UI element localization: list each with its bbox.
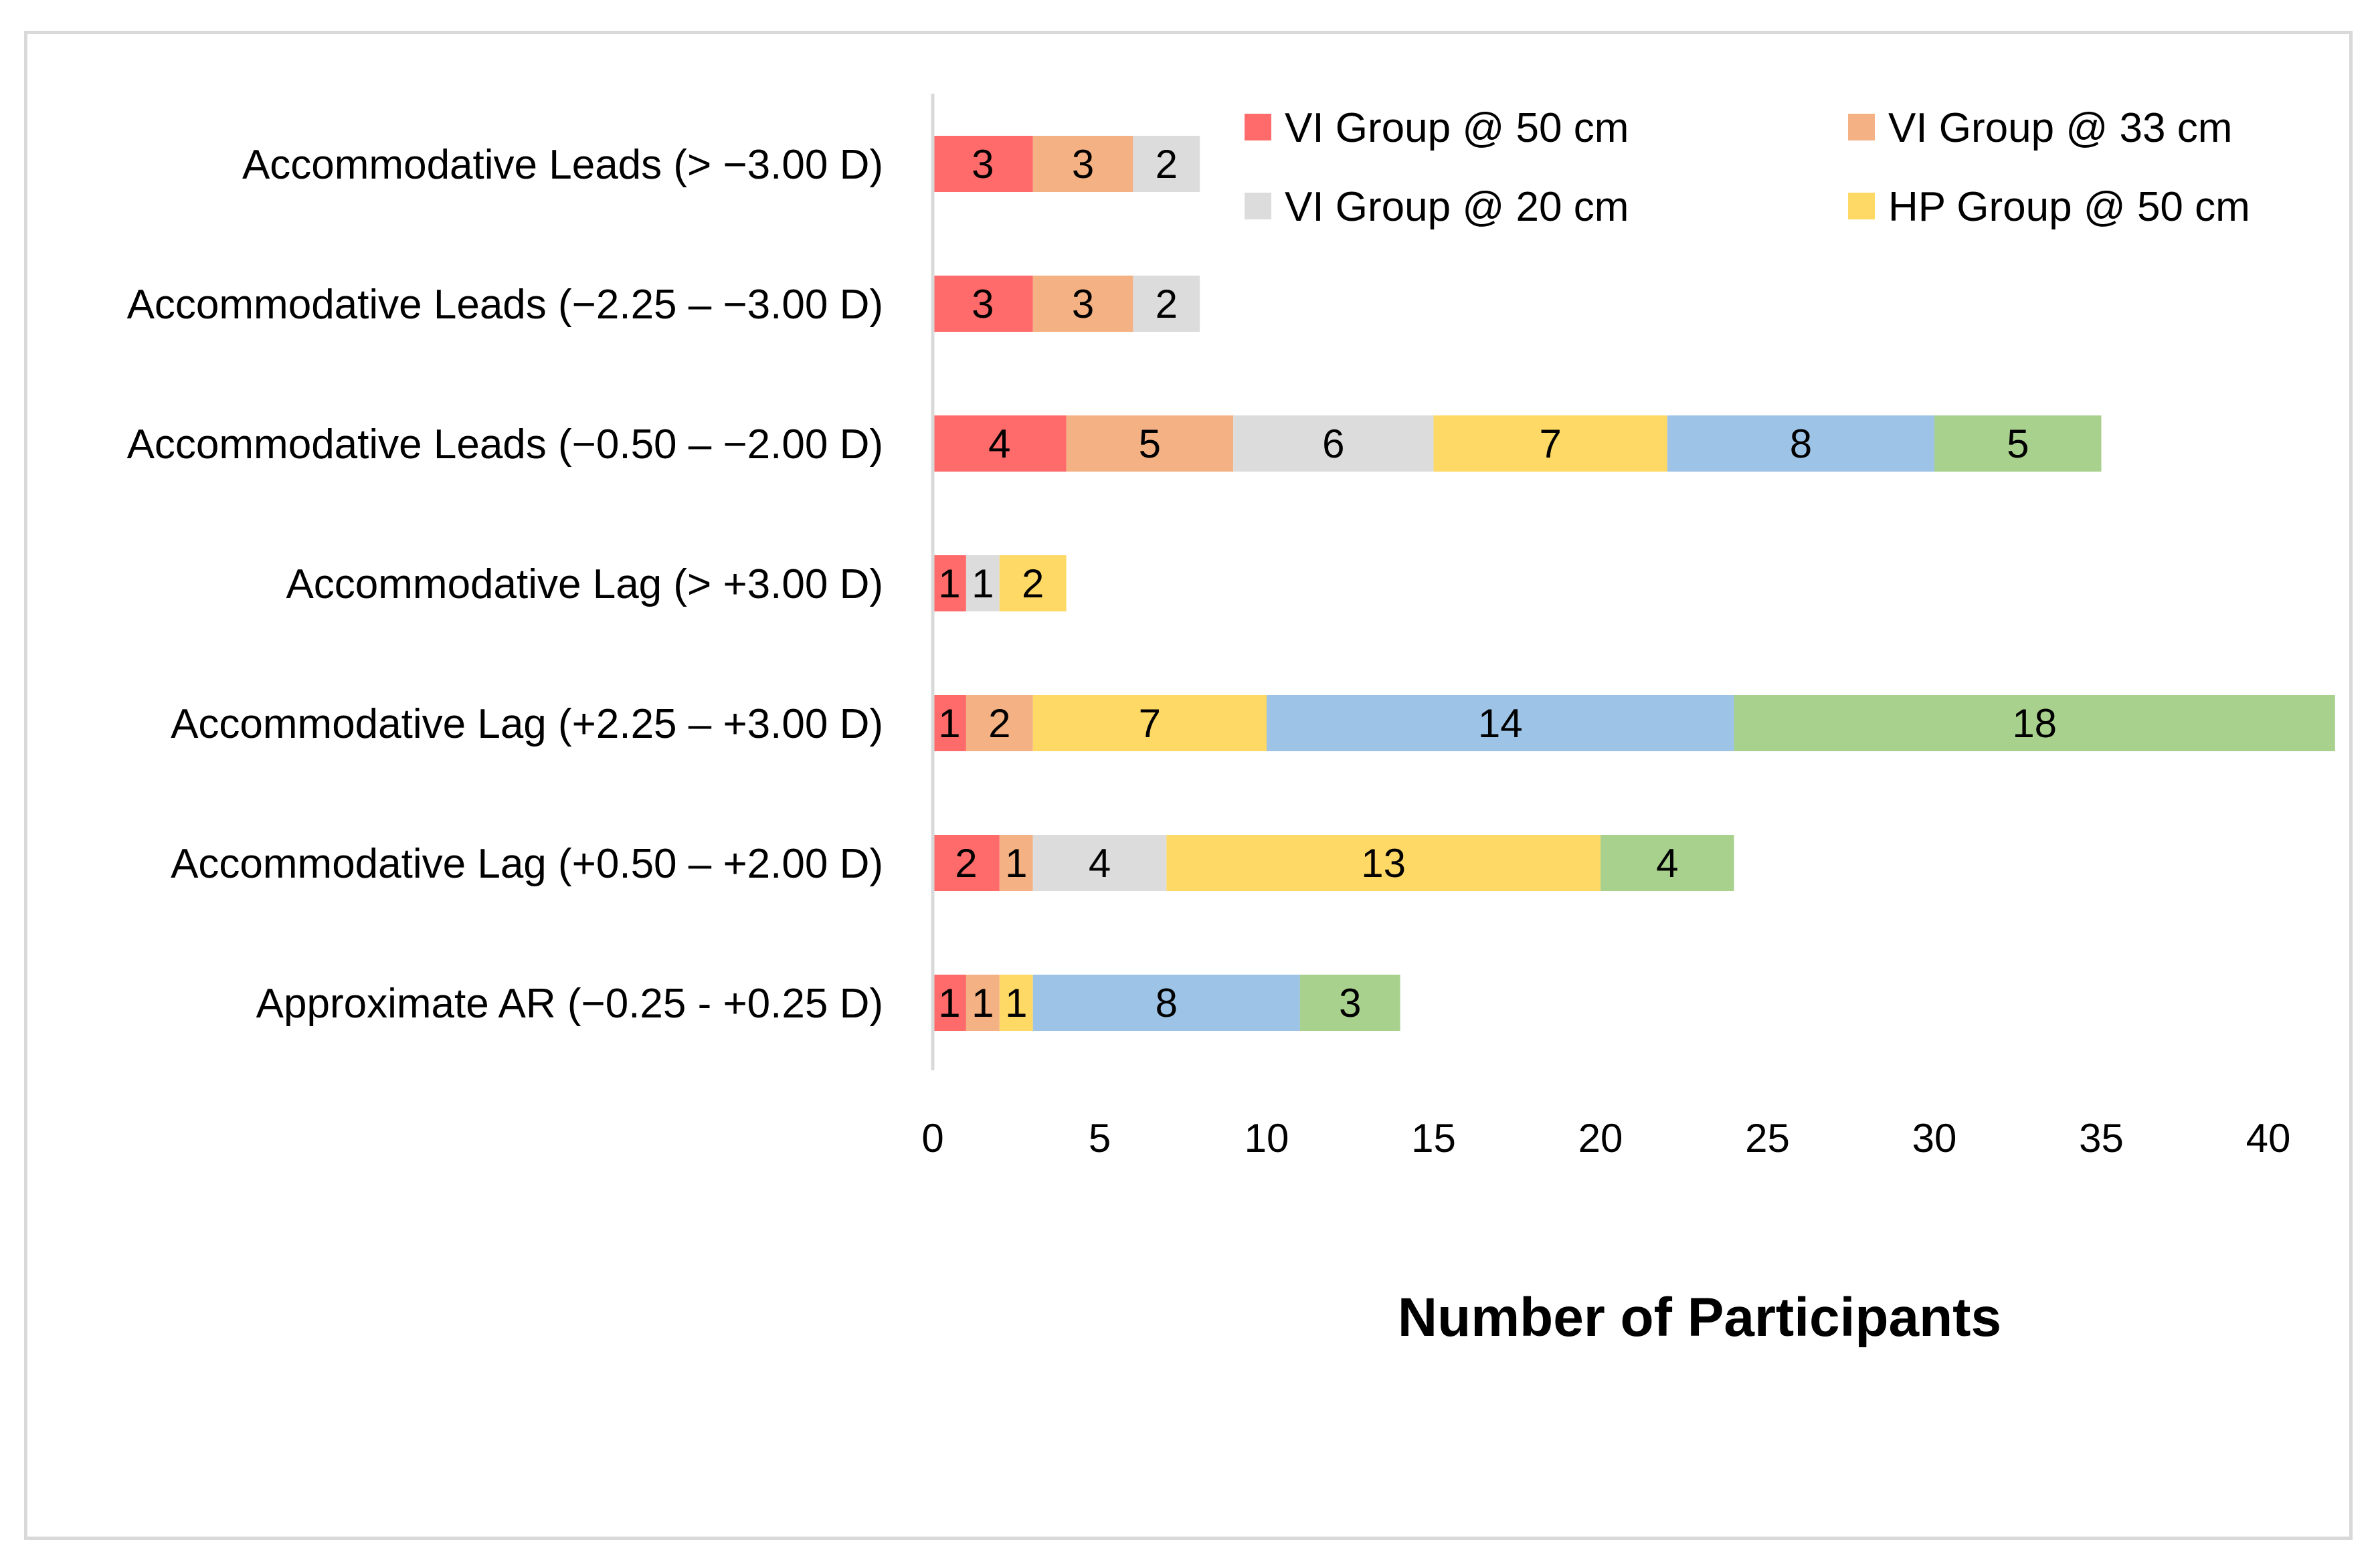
bar-segment	[1032, 835, 1167, 891]
bar-segment	[1133, 276, 1200, 332]
x-tick-label: 5	[1089, 1116, 1111, 1161]
bar-segment	[1032, 975, 1300, 1031]
bar-segment	[999, 975, 1033, 1031]
legend-swatch	[1245, 114, 1271, 140]
x-axis-title: Number of Participants	[1398, 1287, 2001, 1348]
legend-label: VI Group @ 50 cm	[1285, 105, 1629, 151]
bar-segment	[933, 695, 966, 751]
bar-segment	[933, 555, 966, 611]
segment-labels-layer: 3 3 23 3 24 5 6 7 8 51 1 21 2 7 14 182 1 4 13 41 1 1 8 3	[938, 142, 2057, 1025]
segment-value-label: 3	[1339, 981, 1361, 1025]
segment-value-label: 1	[972, 561, 994, 606]
legend: VI Group @ 50 cm VI Group @ 33 cm VI Group…	[1245, 105, 2250, 230]
x-tick-label: 25	[1745, 1116, 1790, 1161]
segment-value-label: 3	[972, 282, 994, 326]
segment-value-label: 2	[1156, 142, 1178, 187]
bar-segment	[1433, 415, 1667, 472]
x-tick-label: 20	[1578, 1116, 1623, 1161]
legend-swatch	[1848, 193, 1875, 219]
bar-segment	[1166, 835, 1601, 891]
legend-label: VI Group @ 33 cm	[1888, 105, 2232, 151]
category-label: Approximate AR (−0.25 - +0.25 D)	[256, 981, 883, 1027]
bar-segment	[1267, 695, 1734, 751]
bar-segment	[966, 695, 1033, 751]
x-tick-label: 40	[2246, 1116, 2291, 1161]
category-label: Accommodative Leads (−0.50 – −2.00 D)	[127, 421, 883, 468]
segment-value-label: 2	[1156, 282, 1178, 326]
segment-value-label: 2	[988, 701, 1010, 746]
legend-label: VI Group @ 20 cm	[1285, 184, 1629, 230]
bar-segment	[1299, 975, 1400, 1031]
category-labels-layer: Accommodative Leads (> −3.00 D) Accommoda…	[127, 142, 883, 1027]
segment-value-label: 4	[1656, 841, 1678, 886]
segment-value-label: 4	[1089, 841, 1111, 886]
bar-segment	[1066, 415, 1234, 472]
segment-value-label: 2	[955, 841, 977, 886]
bar-segment	[933, 415, 1067, 472]
legend-label: HP Group @ 50 cm	[1888, 184, 2250, 230]
bar-segment	[1667, 415, 1934, 472]
bar-segment	[999, 555, 1067, 611]
bars-layer	[933, 136, 2335, 1031]
x-tick-label: 30	[1912, 1116, 1957, 1161]
x-tick-label: 0	[921, 1116, 943, 1161]
bar-segment	[1233, 415, 1434, 472]
segment-value-label: 1	[1005, 981, 1027, 1025]
segment-value-label: 2	[1022, 561, 1044, 606]
bar-segment	[1032, 136, 1133, 192]
legend-swatch	[1848, 114, 1875, 140]
bar-segment	[933, 276, 1033, 332]
bar-segment	[966, 975, 1000, 1031]
category-label: Accommodative Lag (+0.50 – +2.00 D)	[171, 841, 883, 887]
segment-value-label: 14	[1478, 701, 1523, 746]
category-label: Accommodative Lag (> +3.00 D)	[286, 561, 883, 607]
segment-value-label: 7	[1139, 701, 1161, 746]
category-label: Accommodative Lag (+2.25 – +3.00 D)	[171, 701, 883, 747]
bar-segment	[933, 835, 1000, 891]
bar-segment	[1734, 695, 2335, 751]
segment-value-label: 4	[988, 421, 1010, 466]
x-tick-label: 10	[1245, 1116, 1289, 1161]
segment-value-label: 7	[1539, 421, 1561, 466]
bar-segment	[1934, 415, 2102, 472]
segment-value-label: 1	[938, 561, 960, 606]
segment-value-label: 8	[1156, 981, 1178, 1025]
bar-segment	[999, 835, 1033, 891]
segment-value-label: 8	[1790, 421, 1812, 466]
x-tick-label: 35	[2079, 1116, 2124, 1161]
segment-value-label: 5	[2007, 421, 2029, 466]
category-label: Accommodative Leads (−2.25 – −3.00 D)	[127, 282, 883, 328]
bar-segment	[1032, 695, 1267, 751]
bar-segment	[1133, 136, 1200, 192]
x-tick-label: 15	[1411, 1116, 1456, 1161]
x-tick-labels-layer: 0 5 10 15 20 25 30 35 40	[921, 1116, 2290, 1161]
segment-value-label: 1	[1005, 841, 1027, 886]
segment-value-label: 3	[1072, 282, 1094, 326]
segment-value-label: 3	[1072, 142, 1094, 187]
segment-value-label: 13	[1361, 841, 1406, 886]
bar-segment	[933, 136, 1033, 192]
bar-segment	[933, 975, 966, 1031]
bar-segment	[1601, 835, 1734, 891]
bar-segment	[966, 555, 1000, 611]
segment-value-label: 18	[2012, 701, 2057, 746]
category-label: Accommodative Leads (> −3.00 D)	[242, 142, 883, 188]
segment-value-label: 3	[972, 142, 994, 187]
segment-value-label: 1	[938, 981, 960, 1025]
legend-swatch	[1245, 193, 1271, 219]
segment-value-label: 1	[972, 981, 994, 1025]
segment-value-label: 5	[1139, 421, 1161, 466]
segment-value-label: 6	[1322, 421, 1344, 466]
segment-value-label: 1	[938, 701, 960, 746]
bar-segment	[1032, 276, 1133, 332]
